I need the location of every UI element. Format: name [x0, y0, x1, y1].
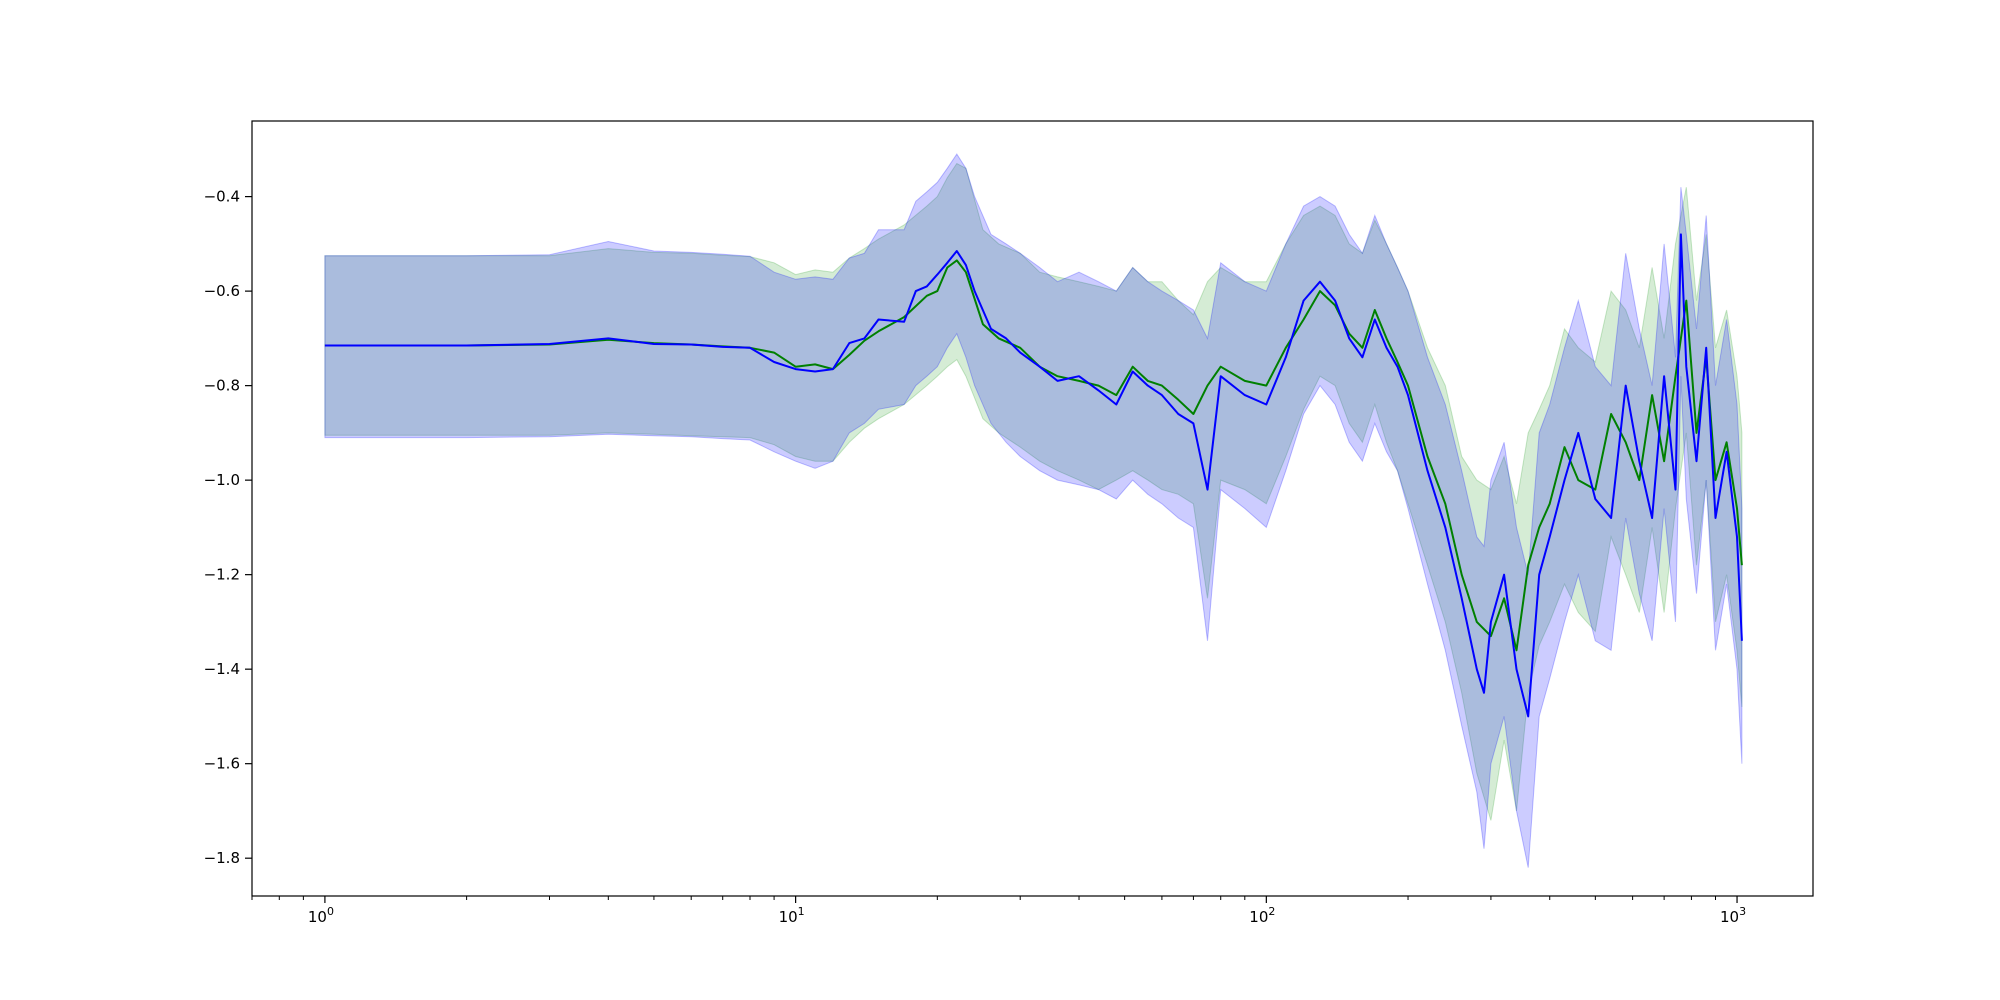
series-line-2 — [324, 233, 1743, 718]
x-tick-label: 100 — [308, 905, 334, 926]
x-tick-label: 101 — [779, 905, 805, 926]
y-tick-label: −0.8 — [204, 377, 240, 395]
confidence-band-1 — [324, 162, 1743, 821]
y-tick-label: −1.8 — [204, 849, 240, 867]
y-tick-label: −1.6 — [204, 755, 240, 773]
x-axis: 100 101 102 103 — [251, 896, 1746, 926]
y-tick-label: −1.2 — [204, 566, 240, 584]
x-tick-label: 103 — [1720, 905, 1746, 926]
y-tick-label: −0.6 — [204, 282, 240, 300]
x-tick-label: 102 — [1249, 905, 1275, 926]
y-axis: −0.4 −0.6 −0.8 −1.0 −1.2 −1.4 −1.6 −1.8 — [204, 188, 252, 867]
y-tick-label: −1.4 — [204, 660, 240, 678]
series-group — [324, 153, 1743, 868]
y-tick-label: −1.0 — [204, 471, 240, 489]
y-tick-label: −0.4 — [204, 188, 240, 206]
axes-frame — [251, 120, 1814, 897]
confidence-band-2 — [324, 153, 1743, 868]
series-line-1 — [324, 259, 1743, 652]
plot-area — [324, 153, 1743, 868]
